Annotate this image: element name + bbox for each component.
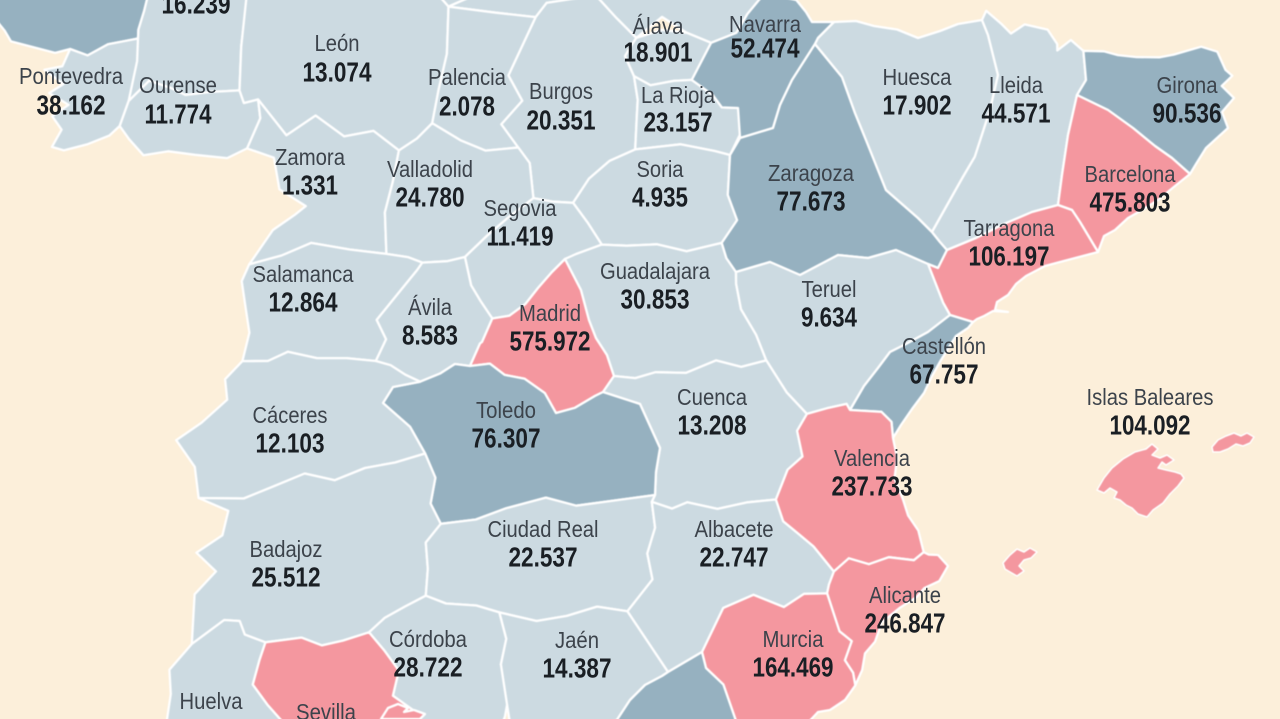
svg-text:Albacete: Albacete [695,516,774,542]
svg-text:575.972: 575.972 [510,326,591,357]
svg-text:2.078: 2.078 [439,91,495,122]
svg-text:20.351: 20.351 [527,105,596,136]
svg-text:Pontevedra: Pontevedra [19,63,123,89]
svg-text:Cáceres: Cáceres [253,402,328,428]
svg-text:La Rioja: La Rioja [641,82,715,108]
svg-text:Jaén: Jaén [555,627,599,653]
svg-text:237.733: 237.733 [832,471,913,502]
svg-text:Huesca: Huesca [883,64,952,90]
svg-text:Murcia: Murcia [763,626,824,652]
svg-text:12.103: 12.103 [256,428,325,459]
svg-text:18.901: 18.901 [624,37,693,68]
svg-text:Guadalajara: Guadalajara [600,258,710,284]
svg-text:León: León [315,30,360,56]
svg-text:Cuenca: Cuenca [677,384,747,410]
svg-text:38.162: 38.162 [37,90,106,121]
svg-text:30.853: 30.853 [621,284,690,315]
svg-text:17.902: 17.902 [883,90,952,121]
svg-text:Zaragoza: Zaragoza [768,160,854,186]
svg-text:Ciudad Real: Ciudad Real [488,516,599,542]
svg-text:Álava: Álava [633,13,684,39]
svg-text:106.197: 106.197 [969,241,1050,272]
svg-text:22.537: 22.537 [509,542,578,573]
svg-text:Islas Baleares: Islas Baleares [1087,384,1214,410]
svg-text:Girona: Girona [1157,72,1218,98]
svg-text:77.673: 77.673 [777,186,846,217]
svg-text:52.474: 52.474 [731,33,800,64]
svg-text:14.387: 14.387 [543,653,612,684]
svg-text:1.331: 1.331 [282,170,338,201]
svg-text:13.208: 13.208 [678,410,747,441]
svg-text:22.747: 22.747 [700,542,769,573]
svg-text:16.239: 16.239 [162,0,231,20]
svg-text:164.469: 164.469 [753,652,834,683]
svg-text:44.571: 44.571 [982,98,1051,129]
svg-text:Toledo: Toledo [476,397,536,423]
svg-text:Ourense: Ourense [139,72,217,98]
svg-text:76.307: 76.307 [472,423,541,454]
svg-text:Tarragona: Tarragona [964,215,1055,241]
svg-text:Segovia: Segovia [484,195,557,221]
svg-text:4.935: 4.935 [632,182,688,213]
svg-text:67.757: 67.757 [910,359,979,390]
svg-text:11.419: 11.419 [487,221,554,252]
svg-text:Sevilla: Sevilla [296,699,356,719]
svg-text:13.074: 13.074 [303,57,372,88]
svg-text:8.583: 8.583 [402,320,458,351]
svg-text:90.536: 90.536 [1153,98,1222,129]
svg-text:Salamanca: Salamanca [253,261,354,287]
svg-text:12.864: 12.864 [269,287,338,318]
svg-text:Burgos: Burgos [529,78,593,104]
svg-text:Ávila: Ávila [408,294,452,320]
svg-text:Barcelona: Barcelona [1085,161,1176,187]
svg-text:Badajoz: Badajoz [250,536,323,562]
svg-text:11.774: 11.774 [145,99,212,130]
svg-text:28.722: 28.722 [394,652,463,683]
svg-text:Valencia: Valencia [834,445,910,471]
svg-text:Palencia: Palencia [428,64,506,90]
svg-text:104.092: 104.092 [1110,410,1191,441]
svg-text:Madrid: Madrid [519,300,581,326]
svg-text:Lleida: Lleida [989,72,1043,98]
svg-text:24.780: 24.780 [396,182,465,213]
svg-text:Soria: Soria [637,156,684,182]
svg-text:Castellón: Castellón [902,333,986,359]
svg-text:Teruel: Teruel [802,276,857,302]
svg-text:246.847: 246.847 [865,608,946,639]
svg-text:475.803: 475.803 [1090,187,1171,218]
svg-text:Huelva: Huelva [180,688,243,714]
svg-text:9.634: 9.634 [801,302,857,333]
svg-text:Alicante: Alicante [869,582,941,608]
svg-text:Zamora: Zamora [275,144,345,170]
svg-text:23.157: 23.157 [644,107,713,138]
svg-text:Navarra: Navarra [729,11,801,37]
svg-text:Valladolid: Valladolid [387,156,473,182]
svg-text:25.512: 25.512 [252,562,321,593]
svg-text:Córdoba: Córdoba [389,626,467,652]
